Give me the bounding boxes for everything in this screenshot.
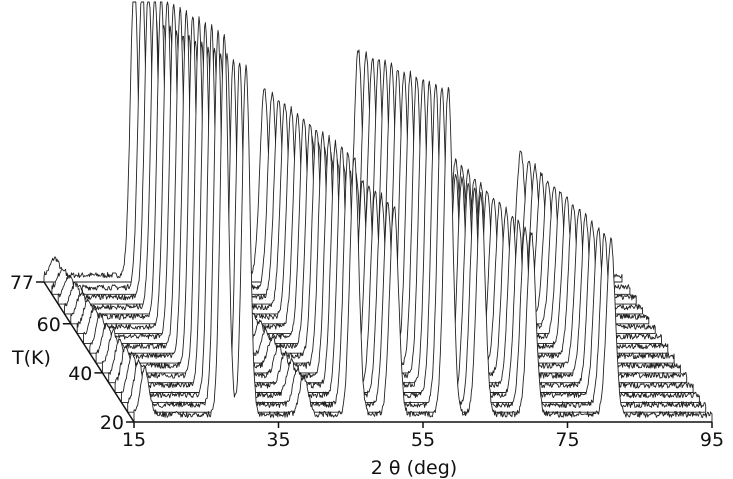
trace-20K — [133, 34, 713, 423]
temperature-tick-label: 20 — [100, 412, 124, 434]
x-tick-label: 95 — [700, 429, 724, 451]
x-axis-label: 2 θ (deg) — [371, 457, 457, 479]
x-tick-label: 55 — [411, 429, 435, 451]
temperature-axis-line — [43, 281, 135, 423]
temperature-tick-label: 40 — [68, 363, 92, 385]
temperature-tick-label: 77 — [10, 272, 34, 294]
two-theta-ticks: 15 35 55 75 95 — [122, 422, 724, 451]
x-tick-label: 15 — [122, 429, 146, 451]
temperature-axis-label: T(K) — [11, 347, 51, 369]
temperature-tick-label: 60 — [37, 314, 61, 336]
x-tick-label: 35 — [266, 429, 290, 451]
x-tick-label: 75 — [555, 429, 579, 451]
temperature-traces — [43, 1, 713, 423]
